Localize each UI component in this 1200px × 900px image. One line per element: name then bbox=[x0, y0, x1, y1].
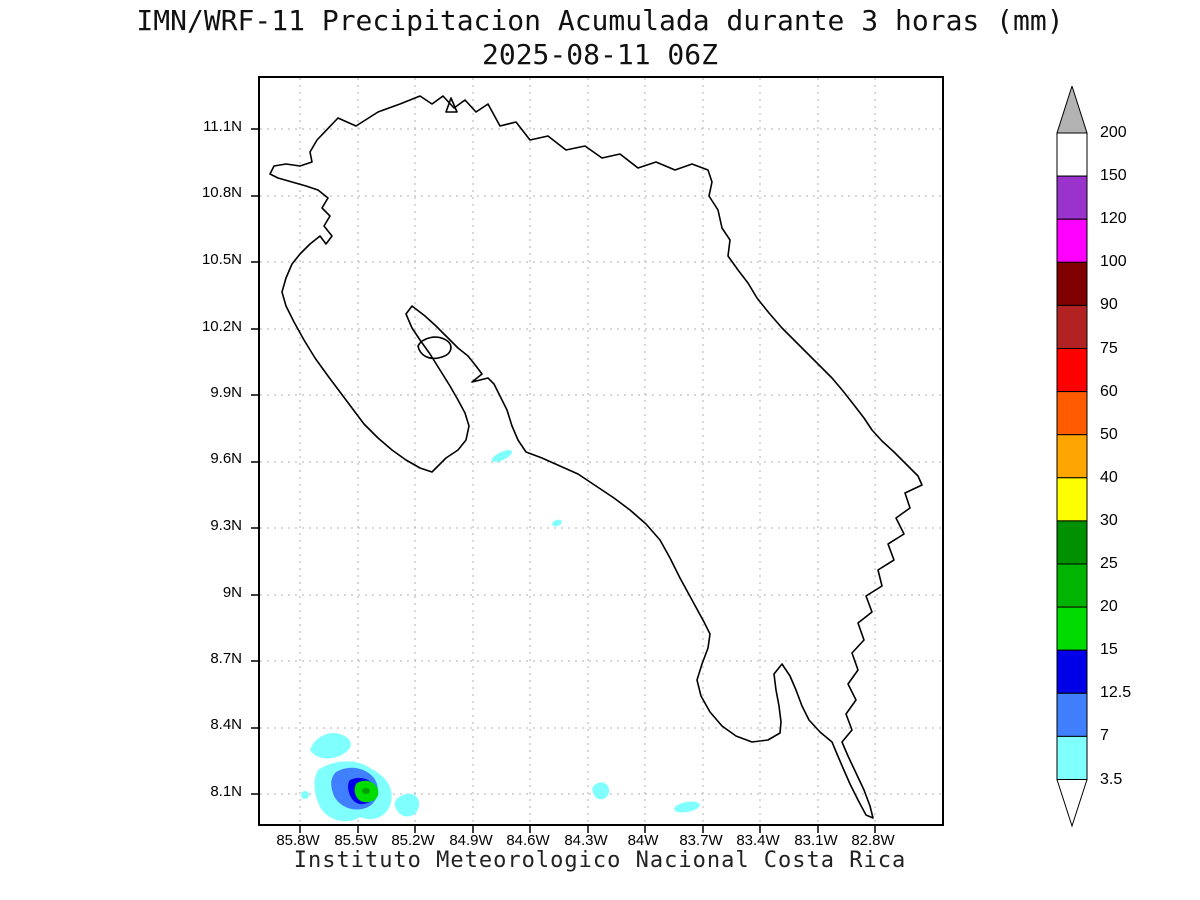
colorbar-tick-label: 12.5 bbox=[1100, 684, 1132, 701]
lon-tick-label: 84W bbox=[627, 832, 659, 849]
lat-tick-label: 11.1N bbox=[203, 118, 242, 135]
colorbar-scale bbox=[1056, 84, 1088, 828]
coastline-outline bbox=[269, 95, 923, 819]
colorbar-under-arrow bbox=[1056, 779, 1088, 828]
lat-tick-label: 8.1N bbox=[210, 783, 242, 800]
colorbar-cell bbox=[1056, 563, 1088, 608]
colorbar-tick-label: 100 bbox=[1100, 253, 1127, 270]
colorbar-cell bbox=[1056, 391, 1088, 436]
colorbar-tick-label: 25 bbox=[1100, 555, 1118, 572]
lon-tick-label: 85.2W bbox=[391, 832, 435, 849]
border-triangle-feature bbox=[445, 97, 458, 113]
colorbar-tick-label: 50 bbox=[1100, 426, 1118, 443]
lat-tick-label: 8.7N bbox=[210, 650, 242, 667]
precip-colorbar: 200 150 120 100 90 75 60 50 40 30 25 20 … bbox=[1056, 84, 1166, 836]
graticule-gridlines bbox=[260, 78, 942, 824]
lat-tick-label: 8.4N bbox=[210, 716, 242, 733]
lat-tick-label: 9N bbox=[222, 584, 242, 601]
colorbar-tick-label: 20 bbox=[1100, 598, 1118, 615]
costa-rica-coastline-path bbox=[269, 95, 923, 819]
lon-tick-label: 84.9W bbox=[449, 832, 493, 849]
colorbar-cell bbox=[1056, 304, 1088, 349]
colorbar-tick-label: 15 bbox=[1100, 641, 1118, 658]
lon-tick-label: 82.8W bbox=[851, 832, 895, 849]
lon-tick-label: 83.4W bbox=[736, 832, 780, 849]
colorbar-tick-label: 90 bbox=[1100, 296, 1118, 313]
lat-tick-label: 10.2N bbox=[201, 318, 242, 335]
colorbar-over-arrow bbox=[1056, 84, 1088, 134]
colorbar-cell bbox=[1056, 735, 1088, 781]
lon-tick-label: 84.3W bbox=[564, 832, 608, 849]
colorbar-tick-label: 40 bbox=[1100, 469, 1118, 486]
precip-contour-cyan bbox=[301, 450, 700, 822]
lat-tick-label: 10.5N bbox=[201, 251, 242, 268]
lon-tick-label: 85.5W bbox=[334, 832, 378, 849]
colorbar-tick-label: 7 bbox=[1100, 727, 1109, 744]
colorbar-cell bbox=[1056, 348, 1088, 393]
figure-title: IMN/WRF-11 Precipitacion Acumulada duran… bbox=[136, 4, 1064, 37]
colorbar-tick-label: 120 bbox=[1100, 210, 1127, 227]
colorbar-tick-label: 75 bbox=[1100, 340, 1118, 357]
institution-footer: Instituto Meteorologico Nacional Costa R… bbox=[293, 848, 907, 873]
lat-tick-label: 10.8N bbox=[201, 184, 242, 201]
colorbar-cell bbox=[1056, 434, 1088, 479]
colorbar-cell bbox=[1056, 692, 1088, 737]
map-plot-area bbox=[251, 76, 944, 833]
colorbar-cell bbox=[1056, 477, 1088, 522]
colorbar-cell bbox=[1056, 606, 1088, 651]
colorbar-tick-label: 200 bbox=[1100, 124, 1127, 141]
axis-tick-marks bbox=[251, 128, 876, 833]
colorbar-tick-label: 60 bbox=[1100, 383, 1118, 400]
colorbar-cell bbox=[1056, 520, 1088, 565]
colorbar-tick-label: 30 bbox=[1100, 512, 1118, 529]
figure-subtitle-datetime: 2025-08-11 06Z bbox=[481, 38, 718, 71]
lon-tick-label: 85.8W bbox=[276, 832, 320, 849]
colorbar-tick-label: 3.5 bbox=[1100, 771, 1123, 788]
lat-tick-label: 9.3N bbox=[210, 517, 242, 534]
colorbar-cell bbox=[1056, 261, 1088, 306]
colorbar-cell bbox=[1056, 175, 1088, 220]
precip-contour-green bbox=[354, 780, 379, 803]
isla-chira-outline bbox=[417, 336, 452, 360]
colorbar-cell bbox=[1056, 218, 1088, 263]
lat-tick-label: 9.6N bbox=[210, 450, 242, 467]
lon-tick-label: 84.6W bbox=[506, 832, 550, 849]
lon-tick-label: 83.7W bbox=[679, 832, 723, 849]
colorbar-tick-label: 150 bbox=[1100, 167, 1127, 184]
lat-tick-label: 9.9N bbox=[210, 384, 242, 401]
map-canvas bbox=[251, 78, 942, 833]
colorbar-cell bbox=[1056, 132, 1088, 177]
colorbar-cell bbox=[1056, 649, 1088, 694]
lon-tick-label: 83.1W bbox=[794, 832, 838, 849]
